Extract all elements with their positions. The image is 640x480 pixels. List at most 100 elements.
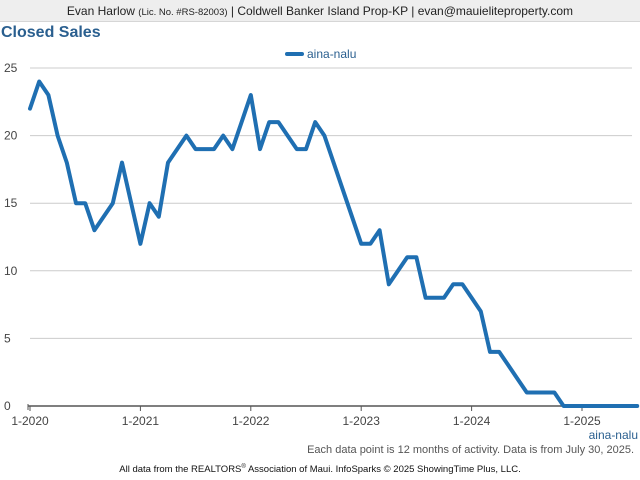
data-point — [176, 147, 179, 151]
data-point — [111, 202, 115, 205]
data-point — [470, 296, 473, 300]
data-point — [93, 229, 96, 232]
data-point — [534, 391, 538, 394]
data-point — [84, 202, 87, 205]
credit-text: All data from the REALTORS — [119, 464, 242, 476]
data-point — [433, 296, 436, 300]
data-point — [65, 161, 69, 164]
data-point — [452, 283, 455, 286]
data-point — [166, 161, 170, 164]
data-point — [56, 134, 59, 137]
data-point — [396, 269, 400, 272]
data-point — [599, 404, 602, 408]
license-number: (Lic. No. #RS-82003) — [138, 7, 228, 18]
data-point — [387, 283, 390, 286]
x-tick-label: 1-2021 — [122, 414, 160, 428]
data-point — [148, 202, 151, 205]
data-point — [498, 350, 501, 354]
x-tick-label: 1-2020 — [11, 414, 49, 428]
x-axis-end-label: aina-nalu — [589, 428, 638, 442]
data-point — [406, 256, 409, 259]
data-point — [277, 120, 280, 124]
y-tick-label: 15 — [4, 196, 18, 210]
x-tick-label: 1-2023 — [343, 414, 381, 428]
y-tick-label: 10 — [4, 264, 18, 278]
data-point — [608, 404, 611, 408]
data-point — [350, 215, 354, 218]
legend-label: aina-nalu — [307, 47, 356, 61]
data-point — [590, 404, 593, 408]
data-point — [525, 391, 528, 394]
data-point — [553, 391, 556, 394]
header-separator: | — [411, 4, 415, 18]
data-point — [295, 147, 298, 151]
agent-email: evan@mauieliteproperty.com — [417, 4, 574, 18]
data-point — [157, 215, 160, 218]
data-point — [47, 93, 50, 97]
axes: 0 5 10 15 20 25 1-2020 1-2021 1-2022 1-2023 1-2024… — [4, 61, 638, 442]
data-point — [240, 120, 243, 124]
agent-header: Evan Harlow (Lic. No. #RS-82003) | Coldw… — [0, 0, 640, 22]
data-point — [314, 120, 317, 124]
data-point — [231, 147, 234, 151]
data-point — [249, 93, 252, 97]
data-point — [544, 391, 547, 394]
x-tick-label: 1-2022 — [232, 414, 270, 428]
data-point — [636, 404, 639, 408]
agent-name: Evan Harlow — [66, 4, 135, 18]
data-point — [286, 134, 289, 137]
data-point — [562, 404, 565, 408]
credit-text-rest: Association of Maui. InfoSparks © 2025 S… — [245, 464, 521, 476]
y-tick-label: 5 — [4, 331, 11, 345]
data-point — [258, 147, 262, 151]
data-point — [212, 147, 216, 151]
data-point — [341, 188, 344, 191]
y-tick-label: 0 — [4, 399, 11, 413]
data-point — [360, 242, 363, 245]
data-point — [74, 202, 78, 205]
data-point — [332, 161, 335, 164]
data-point — [507, 364, 510, 367]
data-point — [442, 296, 446, 300]
data-point — [194, 147, 197, 151]
data-point — [203, 147, 206, 151]
data-point — [323, 134, 326, 137]
x-tick-label: 1-2025 — [563, 414, 601, 428]
chart-title: Closed Sales — [1, 24, 101, 41]
data-point — [139, 242, 142, 245]
data-point — [378, 229, 381, 232]
data-point — [304, 147, 308, 151]
data-point — [626, 404, 630, 408]
data-point — [461, 283, 464, 286]
data-point — [479, 310, 482, 313]
registered-mark: ® — [241, 464, 246, 470]
data-credit: All data from the REALTORS® Association … — [0, 464, 640, 475]
data-point — [415, 256, 418, 259]
brokerage-name: Coldwell Banker Island Prop-KP — [237, 4, 408, 18]
data-point — [120, 161, 124, 164]
data-point — [424, 296, 427, 300]
x-tick-label: 1-2024 — [453, 414, 491, 428]
data-point — [102, 215, 105, 218]
legend: aina-nalu — [285, 47, 356, 61]
data-point — [516, 377, 519, 381]
data-point — [28, 107, 32, 110]
y-tick-label: 20 — [4, 129, 18, 143]
data-point — [571, 404, 574, 408]
data-point — [617, 404, 620, 408]
header-separator: | — [230, 4, 234, 18]
data-point — [488, 350, 492, 354]
data-point — [369, 242, 372, 245]
data-footnote: Each data point is 12 months of activity… — [307, 444, 634, 456]
y-tick-label: 25 — [4, 61, 18, 75]
data-point — [130, 202, 133, 205]
data-point — [268, 120, 271, 124]
series-line — [28, 79, 640, 408]
data-point — [185, 134, 188, 137]
data-point — [580, 404, 584, 408]
data-point — [38, 80, 41, 83]
series-layer — [28, 79, 640, 408]
gridlines — [30, 67, 632, 339]
data-point — [222, 134, 225, 137]
